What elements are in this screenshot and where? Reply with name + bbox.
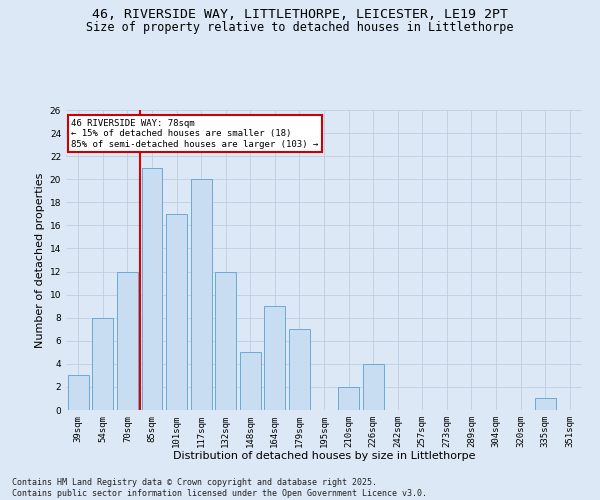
Text: 46 RIVERSIDE WAY: 78sqm
← 15% of detached houses are smaller (18)
85% of semi-de: 46 RIVERSIDE WAY: 78sqm ← 15% of detache…	[71, 119, 319, 149]
Bar	[191, 179, 212, 410]
Text: Contains HM Land Registry data © Crown copyright and database right 2025.
Contai: Contains HM Land Registry data © Crown c…	[12, 478, 427, 498]
Y-axis label: Number of detached properties: Number of detached properties	[35, 172, 46, 348]
Bar	[92, 318, 113, 410]
Text: 46, RIVERSIDE WAY, LITTLETHORPE, LEICESTER, LE19 2PT: 46, RIVERSIDE WAY, LITTLETHORPE, LEICEST…	[92, 8, 508, 20]
Bar	[142, 168, 163, 410]
Bar	[535, 398, 556, 410]
Bar	[117, 272, 138, 410]
Bar	[265, 306, 286, 410]
Bar	[289, 329, 310, 410]
Bar	[166, 214, 187, 410]
Text: Size of property relative to detached houses in Littlethorpe: Size of property relative to detached ho…	[86, 21, 514, 34]
Bar	[362, 364, 383, 410]
Bar	[68, 376, 89, 410]
X-axis label: Distribution of detached houses by size in Littlethorpe: Distribution of detached houses by size …	[173, 452, 475, 462]
Bar	[240, 352, 261, 410]
Bar	[215, 272, 236, 410]
Bar	[338, 387, 359, 410]
